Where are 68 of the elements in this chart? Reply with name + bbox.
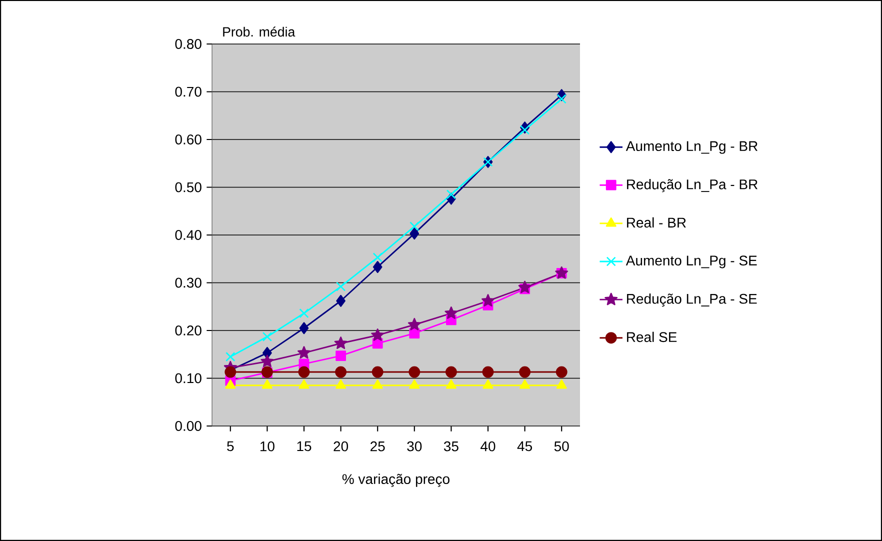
point xyxy=(408,318,421,330)
point xyxy=(556,94,566,104)
point xyxy=(445,366,457,378)
point xyxy=(225,379,236,389)
point xyxy=(556,366,568,378)
x-tick-label: 40 xyxy=(480,441,496,452)
point xyxy=(556,379,567,389)
point xyxy=(410,222,420,232)
x-tick-label: 45 xyxy=(517,441,532,452)
point xyxy=(482,379,494,389)
point xyxy=(408,366,420,378)
point xyxy=(226,352,236,362)
point xyxy=(446,190,456,200)
point xyxy=(518,280,532,294)
point xyxy=(520,125,530,135)
x-tick-label: 25 xyxy=(370,441,385,452)
point xyxy=(336,294,346,307)
y-tick-label: 0.40 xyxy=(175,230,202,240)
legend-label: Aumento Ln_Pg - SE xyxy=(626,256,757,268)
y-tick-label: 0.80 xyxy=(175,39,202,49)
point xyxy=(446,379,456,389)
y-axis-title: Prob. média xyxy=(223,26,296,37)
legend-label: Aumento Ln_Pg - BR xyxy=(626,141,758,154)
y-tick-label: 0.10 xyxy=(175,373,202,384)
x-tick-label: 15 xyxy=(297,441,312,452)
legend-label: Real SE xyxy=(627,332,677,342)
point xyxy=(372,260,382,273)
point xyxy=(336,350,346,361)
point xyxy=(334,336,348,350)
point xyxy=(444,306,458,319)
point xyxy=(262,332,272,342)
point xyxy=(335,366,347,378)
point xyxy=(372,252,382,262)
x-tick-label: 35 xyxy=(444,441,458,452)
point xyxy=(298,366,310,378)
point xyxy=(299,322,309,334)
point xyxy=(262,379,272,389)
point xyxy=(409,379,420,389)
point xyxy=(260,354,274,368)
point xyxy=(410,228,420,240)
point xyxy=(409,328,420,339)
point xyxy=(371,328,384,341)
point xyxy=(372,379,383,389)
x-tick-label: 20 xyxy=(334,441,348,452)
x-tick-label: 10 xyxy=(260,441,274,452)
legend-label: Redução Ln_Pa - BR xyxy=(627,179,758,192)
point xyxy=(482,294,495,307)
point xyxy=(298,379,310,389)
x-tick-label: 30 xyxy=(407,441,422,452)
point xyxy=(336,379,346,389)
point xyxy=(299,308,309,318)
point xyxy=(482,366,494,378)
x-tick-label: 50 xyxy=(554,441,569,452)
point xyxy=(336,282,346,292)
point xyxy=(519,366,531,378)
point xyxy=(520,379,530,389)
x-tick-label: 5 xyxy=(227,441,234,452)
legend-label: Redução Ln_Pa - SE xyxy=(627,294,757,307)
y-tick-label: 0.70 xyxy=(175,86,202,97)
y-tick-label: 0.30 xyxy=(175,278,202,288)
point xyxy=(372,366,384,378)
legend-label: Real - BR xyxy=(627,217,686,228)
y-tick-label: 0.00 xyxy=(175,421,202,431)
y-tick-label: 0.20 xyxy=(175,326,202,336)
y-tick-label: 0.50 xyxy=(175,182,202,192)
x-axis-title: % variação preço xyxy=(342,474,450,487)
point xyxy=(298,346,311,359)
y-tick-label: 0.60 xyxy=(175,134,202,144)
